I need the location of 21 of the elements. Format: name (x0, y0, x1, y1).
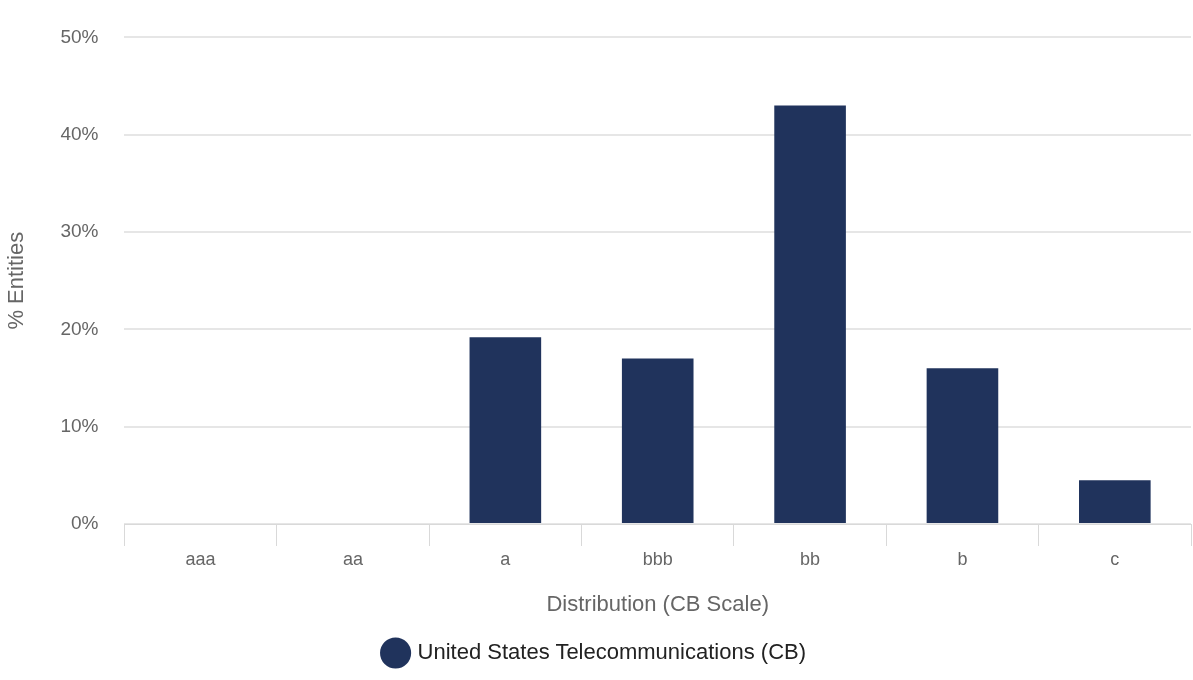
bar (621, 358, 694, 523)
y-tick-label: 40% (60, 122, 99, 144)
y-tick-label: 30% (60, 220, 99, 242)
x-tick-label: aa (342, 548, 364, 569)
bar (774, 105, 846, 523)
x-tick-label: bb (800, 548, 821, 569)
x-tick-label: a (500, 548, 512, 569)
x-tick-label: c (1110, 548, 1120, 569)
x-tick-label: bbb (642, 548, 673, 569)
y-tick-label: 10% (60, 414, 99, 436)
y-tick-label: 50% (60, 25, 99, 47)
y-tick-label: 0% (70, 512, 99, 534)
legend-label: United States Telecommunications (CB) (417, 639, 807, 665)
bar (469, 337, 542, 523)
x-tick-label: aaa (185, 548, 217, 569)
x-tick-label: b (957, 548, 968, 569)
bar (1079, 480, 1151, 523)
y-tick-label: 20% (60, 317, 99, 339)
bar (926, 368, 999, 523)
x-axis-title: Distribution (CB Scale) (546, 590, 769, 616)
y-axis-title: % Entities (3, 231, 29, 330)
